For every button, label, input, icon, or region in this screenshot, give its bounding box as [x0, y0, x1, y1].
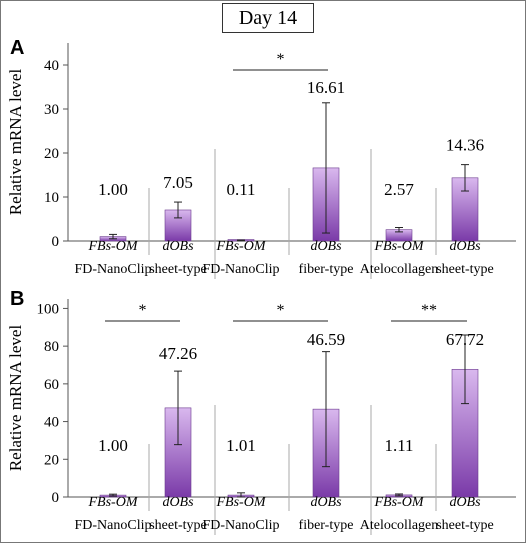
y-tick-label: 10 [44, 190, 59, 206]
y-tick-label: 20 [44, 146, 59, 162]
group-label-part2: sheet-type [436, 518, 494, 533]
group-label-part2: fiber-type [299, 262, 354, 277]
y-tick-label: 80 [44, 339, 59, 355]
group-label-part1: Atelocollagen [360, 262, 439, 277]
bar-value-label: 0.11 [226, 180, 255, 199]
x-category-label: dOBs [310, 495, 342, 510]
bar-value-label: 1.01 [226, 436, 256, 455]
x-category-label: FBs-OM [88, 495, 139, 510]
chart-panel-a: 0 10 20 30 40 Relative mRNA level 1.00 FBs-OM 7.… [6, 43, 516, 279]
x-category-label: dOBs [449, 495, 481, 510]
group-label-part2: sheet-type [149, 262, 207, 277]
bar-value-label: 67.72 [446, 330, 484, 349]
group-label-part2: fiber-type [299, 518, 354, 533]
y-tick-label: 40 [44, 58, 59, 74]
group-label-part1: FD-NanoClip [75, 262, 152, 277]
x-category-label: dOBs [162, 495, 194, 510]
group-label-part1: Atelocollagen [360, 518, 439, 533]
significance-marker: ** [421, 302, 437, 319]
y-tick-label: 100 [37, 301, 60, 317]
group-label-part1: FD-NanoClip [203, 262, 280, 277]
x-category-label: FBs-OM [374, 495, 425, 510]
panel-label-b: B [10, 288, 25, 310]
chart-panel-b: 0 20 40 60 80 100 Relative mRNA level 1.00 FBs-O… [6, 299, 516, 535]
group-label-part1: FD-NanoClip [203, 518, 280, 533]
y-tick-label: 0 [52, 490, 60, 506]
x-category-label: FBs-OM [216, 495, 267, 510]
y-axis-label: Relative mRNA level [6, 325, 25, 472]
bar-value-label: 1.11 [384, 436, 413, 455]
x-category-label: FBs-OM [216, 239, 267, 254]
x-category-label: dOBs [449, 239, 481, 254]
bar-value-label: 7.05 [163, 173, 193, 192]
significance-marker: * [277, 51, 285, 68]
bar-value-label: 47.26 [159, 344, 197, 363]
bar-value-label: 1.00 [98, 180, 128, 199]
figure-title: Day 14 [222, 3, 314, 33]
x-category-label: FBs-OM [88, 239, 139, 254]
y-tick-label: 40 [44, 415, 59, 431]
significance-marker: * [139, 302, 147, 319]
y-tick-label: 60 [44, 377, 59, 393]
x-category-label: dOBs [162, 239, 194, 254]
significance-marker: * [277, 302, 285, 319]
panel-label-a: A [10, 37, 25, 59]
bar-value-label: 16.61 [307, 78, 345, 97]
bar-value-label: 1.00 [98, 436, 128, 455]
group-label-part2: sheet-type [436, 262, 494, 277]
group-label-part2: sheet-type [149, 518, 207, 533]
group-label-part1: FD-NanoClip [75, 518, 152, 533]
x-category-label: dOBs [310, 239, 342, 254]
y-axis-label: Relative mRNA level [6, 69, 25, 216]
bar-value-label: 46.59 [307, 330, 345, 349]
y-tick-label: 30 [44, 102, 59, 118]
y-tick-label: 20 [44, 452, 59, 468]
bar-value-label: 14.36 [446, 136, 484, 155]
x-category-label: FBs-OM [374, 239, 425, 254]
bar-value-label: 2.57 [384, 180, 414, 199]
y-tick-label: 0 [52, 234, 60, 250]
